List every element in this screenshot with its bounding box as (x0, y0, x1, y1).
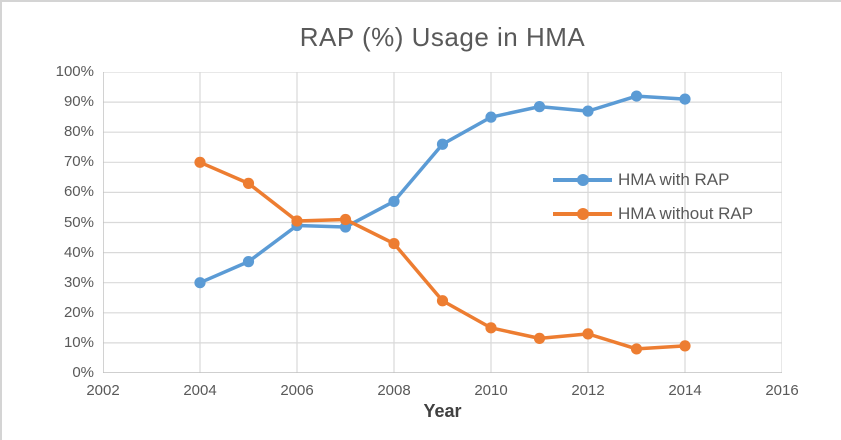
y-tick-label-90pct: 90% (63, 93, 94, 111)
x-tick-label-2016: 2016 (765, 382, 799, 399)
x-tick-label-2008: 2008 (377, 382, 411, 399)
legend-dot-icon (576, 208, 589, 220)
data-point-hma-without-rap-2004 (194, 156, 206, 168)
x-axis-labels: 2002 2004 2006 2008 2010 2012 2014 2016 (86, 382, 798, 402)
x-tick-label-2006: 2006 (280, 382, 314, 399)
x-tick-label-2012: 2012 (571, 382, 605, 399)
y-tick-label-10pct: 10% (63, 333, 94, 351)
data-point-hma-with-rap-2005 (242, 256, 255, 268)
y-tick-label-50pct: 50% (63, 213, 94, 231)
data-point-hma-without-rap-2008 (388, 237, 400, 250)
x-tick-label-2014: 2014 (668, 382, 702, 399)
x-tick-label-2010: 2010 (474, 382, 508, 399)
data-point-hma-without-rap-2010 (485, 322, 497, 334)
legend: HMA with RAP HMA without RAP (553, 163, 753, 231)
y-tick-label-20pct: 20% (63, 303, 94, 321)
x-tick-label-2004: 2004 (183, 382, 217, 399)
data-point-hma-with-rap-2011 (533, 101, 546, 113)
chart-title: RAP (%) Usage in HMA (299, 22, 586, 52)
data-point-hma-with-rap-2008 (388, 195, 400, 208)
data-point-hma-without-rap-2006 (291, 215, 303, 227)
x-axis-title: Year (423, 401, 462, 421)
y-tick-label-0pct: 0% (72, 364, 94, 381)
data-point-hma-with-rap-2009 (436, 138, 449, 150)
data-point-hma-with-rap-2014 (679, 93, 691, 105)
data-point-hma-with-rap-2004 (194, 277, 206, 289)
data-point-hma-with-rap-2013 (630, 90, 643, 102)
data-point-hma-without-rap-2012 (582, 328, 594, 340)
y-axis-labels: 100% 90% 80% 70% 60% 50% 40% 30% 20% 10% 0% (2, 63, 94, 381)
legend-item-hma-with-rap: HMA with RAP (553, 163, 753, 197)
legend-line-marker-hma-with-rap (553, 174, 612, 186)
data-point-hma-without-rap-2014 (679, 340, 691, 352)
legend-line-marker-hma-without-rap (553, 208, 612, 220)
data-point-hma-with-rap-2010 (485, 111, 497, 123)
legend-label-hma-with-rap: HMA with RAP (618, 170, 730, 189)
legend-item-hma-without-rap: HMA without RAP (553, 197, 753, 231)
plot-area (102, 71, 783, 374)
y-tick-label-70pct: 70% (63, 153, 94, 171)
y-tick-label-100pct: 100% (55, 63, 94, 80)
x-tick-label-2002: 2002 (86, 382, 120, 399)
data-point-hma-with-rap-2012 (582, 105, 594, 117)
legend-dot-icon (576, 174, 589, 186)
data-point-hma-without-rap-2013 (630, 343, 643, 355)
legend-label-hma-without-rap: HMA without RAP (618, 204, 754, 223)
y-tick-label-60pct: 60% (63, 183, 94, 201)
plot-svg (102, 71, 783, 374)
data-point-hma-without-rap-2007 (339, 213, 352, 226)
y-tick-label-80pct: 80% (63, 123, 94, 141)
y-tick-label-30pct: 30% (63, 273, 94, 291)
data-point-hma-without-rap-2009 (436, 295, 449, 307)
y-tick-label-40pct: 40% (63, 243, 94, 261)
data-point-hma-without-rap-2005 (242, 177, 255, 189)
data-point-hma-without-rap-2011 (533, 332, 546, 344)
